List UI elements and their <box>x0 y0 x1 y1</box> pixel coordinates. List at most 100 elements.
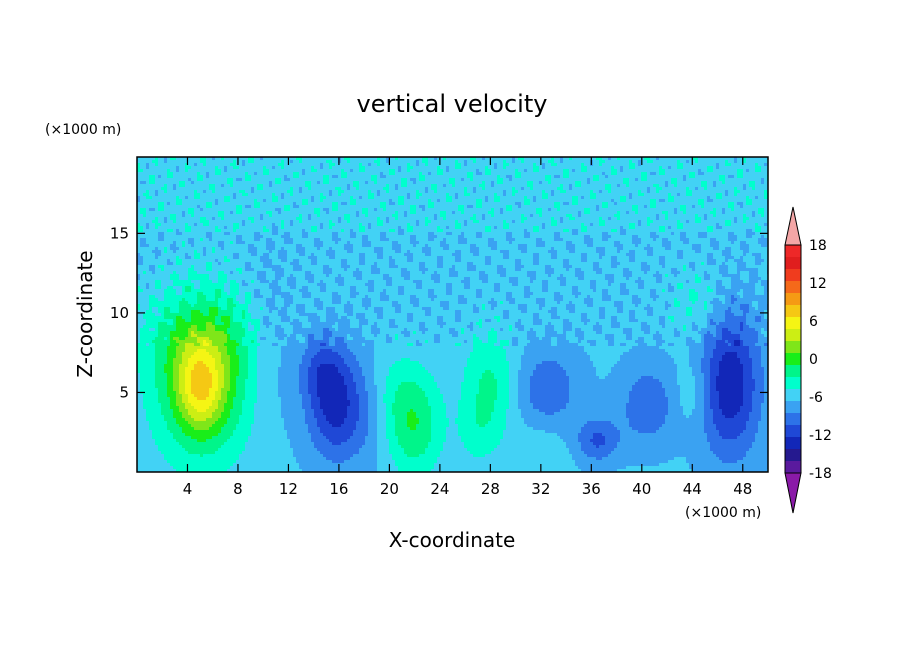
field-cell <box>377 196 381 200</box>
field-cell <box>764 214 768 218</box>
field-cell <box>509 190 513 194</box>
field-cell <box>242 196 246 200</box>
field-cell <box>464 175 468 179</box>
field-cell <box>299 190 303 194</box>
field-cell <box>680 205 684 209</box>
field-cell <box>353 187 357 191</box>
field-cell <box>371 223 375 227</box>
field-cell <box>599 163 603 167</box>
field-cell <box>425 160 429 164</box>
field-cell <box>470 175 474 179</box>
field-cell <box>326 214 330 218</box>
field-cell <box>530 193 534 197</box>
field-cell <box>632 187 636 191</box>
field-cell <box>257 172 261 176</box>
field-cell <box>473 169 477 173</box>
field-cell <box>704 223 708 227</box>
field-cell <box>596 175 600 179</box>
field-cell <box>299 187 303 191</box>
field-cell <box>662 214 666 218</box>
field-cell <box>683 205 687 209</box>
field-cell <box>707 208 711 212</box>
field-cell <box>758 202 762 206</box>
field-cell <box>689 205 693 209</box>
field-cell <box>305 160 309 164</box>
field-cell <box>206 205 210 209</box>
field-cell <box>506 226 510 230</box>
field-cell <box>668 160 672 164</box>
field-cell <box>365 190 369 194</box>
field-cell <box>221 172 225 176</box>
field-cell <box>524 184 528 188</box>
field-cell <box>365 172 369 176</box>
field-cell <box>530 187 534 191</box>
field-cell <box>272 226 276 230</box>
field-cell <box>212 208 216 212</box>
field-cell <box>707 157 711 161</box>
field-cell <box>164 193 168 197</box>
field-cell <box>608 166 612 170</box>
field-cell <box>470 184 474 188</box>
field-cell <box>731 163 735 167</box>
field-cell <box>167 166 171 170</box>
field-cell <box>308 199 312 203</box>
field-cell <box>221 205 225 209</box>
field-cell <box>332 172 336 176</box>
field-cell <box>425 205 429 209</box>
field-cell <box>722 214 726 218</box>
field-cell <box>476 214 480 218</box>
field-cell <box>434 223 438 227</box>
field-cell <box>695 157 699 161</box>
field-cell <box>692 190 696 194</box>
field-cell <box>506 223 510 227</box>
field-cell <box>737 202 741 206</box>
field-cell <box>581 166 585 170</box>
field-cell <box>638 193 642 197</box>
field-cell <box>572 196 576 200</box>
field-cell <box>653 181 657 185</box>
field-cell <box>548 202 552 206</box>
field-cell <box>179 223 183 227</box>
field-cell <box>482 205 486 209</box>
field-cell <box>314 217 318 221</box>
field-cell <box>359 211 363 215</box>
field-cell <box>182 196 186 200</box>
field-cell <box>398 172 402 176</box>
field-cell <box>314 202 318 206</box>
field-cell <box>392 220 396 224</box>
field-cell <box>317 163 321 167</box>
field-cell <box>302 181 306 185</box>
field-cell <box>311 160 315 164</box>
field-cell <box>554 202 558 206</box>
field-cell <box>338 211 342 215</box>
field-cell <box>341 211 345 215</box>
field-cell <box>218 226 222 230</box>
field-cell <box>680 214 684 218</box>
field-cell <box>737 166 741 170</box>
field-cell <box>218 175 222 179</box>
field-cell <box>731 220 735 224</box>
field-cell <box>176 190 180 194</box>
field-cell <box>638 223 642 227</box>
field-cell <box>689 199 693 203</box>
field-cell <box>257 187 261 191</box>
field-cell <box>227 205 231 209</box>
field-cell <box>560 208 564 212</box>
field-cell <box>425 214 429 218</box>
field-cell <box>695 184 699 188</box>
field-cell <box>383 208 387 212</box>
field-cell <box>185 196 189 200</box>
field-cell <box>518 193 522 197</box>
field-cell <box>713 205 717 209</box>
field-cell <box>302 178 306 182</box>
field-cell <box>383 181 387 185</box>
field-cell <box>476 211 480 215</box>
field-cell <box>299 169 303 173</box>
field-cell <box>191 169 195 173</box>
field-cell <box>194 217 198 221</box>
field-cell <box>545 184 549 188</box>
field-cell <box>239 217 243 221</box>
field-cell <box>164 160 168 164</box>
field-cell <box>359 184 363 188</box>
field-cell <box>416 187 420 191</box>
